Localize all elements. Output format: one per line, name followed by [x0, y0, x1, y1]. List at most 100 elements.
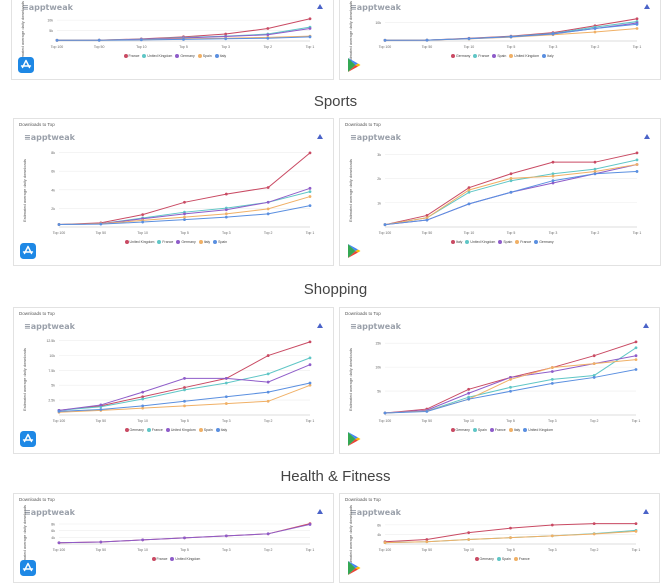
x-tick-label: Top 100: [379, 231, 392, 235]
card-title: Downloads to Top: [19, 311, 55, 316]
legend-item[interactable]: United Kingdom: [462, 240, 495, 245]
legend-item[interactable]: France: [512, 240, 531, 245]
x-tick-label: Top 50: [422, 231, 433, 235]
legend-label: Germany: [181, 240, 196, 244]
legend-dot-icon: [176, 240, 181, 245]
legend-item[interactable]: Germany: [448, 54, 470, 59]
legend-item[interactable]: France: [149, 557, 167, 562]
x-tick-label: Top 100: [379, 548, 392, 552]
legend-item[interactable]: France: [121, 54, 139, 59]
legend-dot-icon: [509, 54, 514, 59]
x-tick-label: Top 5: [180, 419, 189, 423]
legend-item[interactable]: Germany: [172, 54, 195, 59]
legend-item[interactable]: Italy: [448, 240, 463, 245]
legend-item[interactable]: United Kingdom: [139, 54, 172, 59]
legend-label: Spain: [202, 54, 212, 58]
legend-item[interactable]: Spain: [196, 428, 213, 433]
data-point: [467, 387, 471, 391]
data-point: [551, 32, 555, 36]
apptweak-logo: ≡apptweak: [22, 3, 73, 12]
legend-item[interactable]: Italy: [196, 240, 210, 245]
data-point: [308, 186, 312, 190]
data-point: [467, 531, 471, 535]
data-point: [224, 208, 228, 212]
data-point: [224, 212, 228, 216]
menu-triangle-icon[interactable]: [317, 323, 323, 328]
data-point: [509, 176, 513, 180]
legend-item[interactable]: Germany: [173, 240, 196, 245]
data-point: [592, 354, 596, 358]
data-point: [183, 215, 186, 219]
legend-item[interactable]: United Kingdom: [167, 557, 200, 562]
legend-item[interactable]: Spain: [495, 240, 513, 245]
legend-item[interactable]: United Kingdom: [506, 54, 539, 59]
x-tick-label: Top 100: [53, 548, 66, 552]
data-point: [467, 538, 471, 541]
google-play-badge: [346, 431, 362, 447]
y-tick-label: 10k: [47, 19, 53, 23]
legend-label: Spain: [503, 240, 513, 244]
menu-triangle-icon[interactable]: [643, 323, 649, 328]
data-point: [634, 340, 638, 344]
legend-item[interactable]: Germany: [448, 428, 470, 433]
chart-card-shopping-right: Downloads to Top ≡apptweak 5k 10k 15k Top 100…: [339, 307, 660, 454]
legend-item[interactable]: United Kingdom: [520, 428, 553, 433]
legend-item[interactable]: United Kingdom: [163, 428, 196, 433]
legend-item[interactable]: Italy: [212, 54, 226, 59]
data-point: [224, 215, 228, 219]
legend-item[interactable]: France: [144, 428, 163, 433]
legend-item[interactable]: United Kingdom: [122, 240, 154, 245]
card-title: Downloads to Top: [19, 122, 55, 127]
data-point: [593, 160, 597, 164]
menu-triangle-icon[interactable]: [643, 509, 649, 514]
series-line: [384, 152, 638, 226]
legend-item[interactable]: Spain: [489, 54, 506, 59]
legend-item[interactable]: France: [154, 240, 173, 245]
legend-label: Spain: [218, 240, 228, 244]
data-point: [141, 404, 145, 408]
legend-item[interactable]: Germany: [122, 428, 144, 433]
legend-item[interactable]: France: [511, 557, 530, 562]
legend-item[interactable]: Italy: [506, 428, 521, 433]
legend-dot-icon: [123, 54, 128, 59]
legend-dot-icon: [465, 240, 470, 245]
data-point: [141, 395, 145, 399]
google-play-badge: [346, 560, 362, 576]
data-point: [141, 220, 145, 224]
legend-item[interactable]: Italy: [213, 428, 227, 433]
google-play-badge: [346, 57, 362, 73]
menu-triangle-icon[interactable]: [317, 134, 323, 139]
legend-item[interactable]: Germany: [531, 240, 554, 245]
legend-item[interactable]: Germany: [472, 557, 494, 562]
menu-triangle-icon[interactable]: [317, 509, 323, 514]
data-point: [425, 218, 429, 222]
menu-triangle-icon[interactable]: [644, 134, 650, 139]
data-point: [224, 534, 228, 538]
data-point: [308, 340, 312, 344]
line-chart: 5k 10k Top 100 Top 50 Top 10 Top 5 Top 3 Top 2 T…: [47, 17, 314, 49]
menu-triangle-icon[interactable]: [644, 4, 650, 9]
menu-triangle-icon[interactable]: [317, 4, 323, 9]
legend-item[interactable]: France: [470, 54, 489, 59]
legend-item[interactable]: Spain: [195, 54, 212, 59]
x-tick-label: Top 1: [306, 419, 315, 423]
legend-item[interactable]: Spain: [210, 240, 228, 245]
app-store-icon: [20, 560, 36, 576]
legend-label: Italy: [456, 240, 463, 244]
chart-card-shopping-left: Downloads to Top ≡apptweak 2.5k 5k 7.5k 10k 12…: [13, 307, 334, 454]
data-point: [266, 186, 270, 189]
y-tick-label: 5k: [49, 29, 53, 33]
legend-label: Italy: [513, 428, 521, 432]
data-point: [183, 386, 186, 389]
line-chart: 5k 10k 15k Top 100 Top 50 Top 10 Top 5 Top 3 Top…: [375, 340, 640, 423]
legend-item[interactable]: Spain: [494, 557, 511, 562]
card-title: Downloads to Top: [19, 497, 55, 502]
data-point: [224, 381, 228, 385]
legend-item[interactable]: Spain: [470, 428, 487, 433]
legend-label: Spain: [477, 428, 487, 432]
legend-item[interactable]: France: [487, 428, 506, 433]
x-tick-label: Top 100: [379, 419, 392, 423]
legend-item[interactable]: Italy: [539, 54, 554, 59]
y-tick-label: 8k: [51, 523, 55, 527]
y-axis-label: Estimated average daily downloads: [22, 505, 27, 568]
